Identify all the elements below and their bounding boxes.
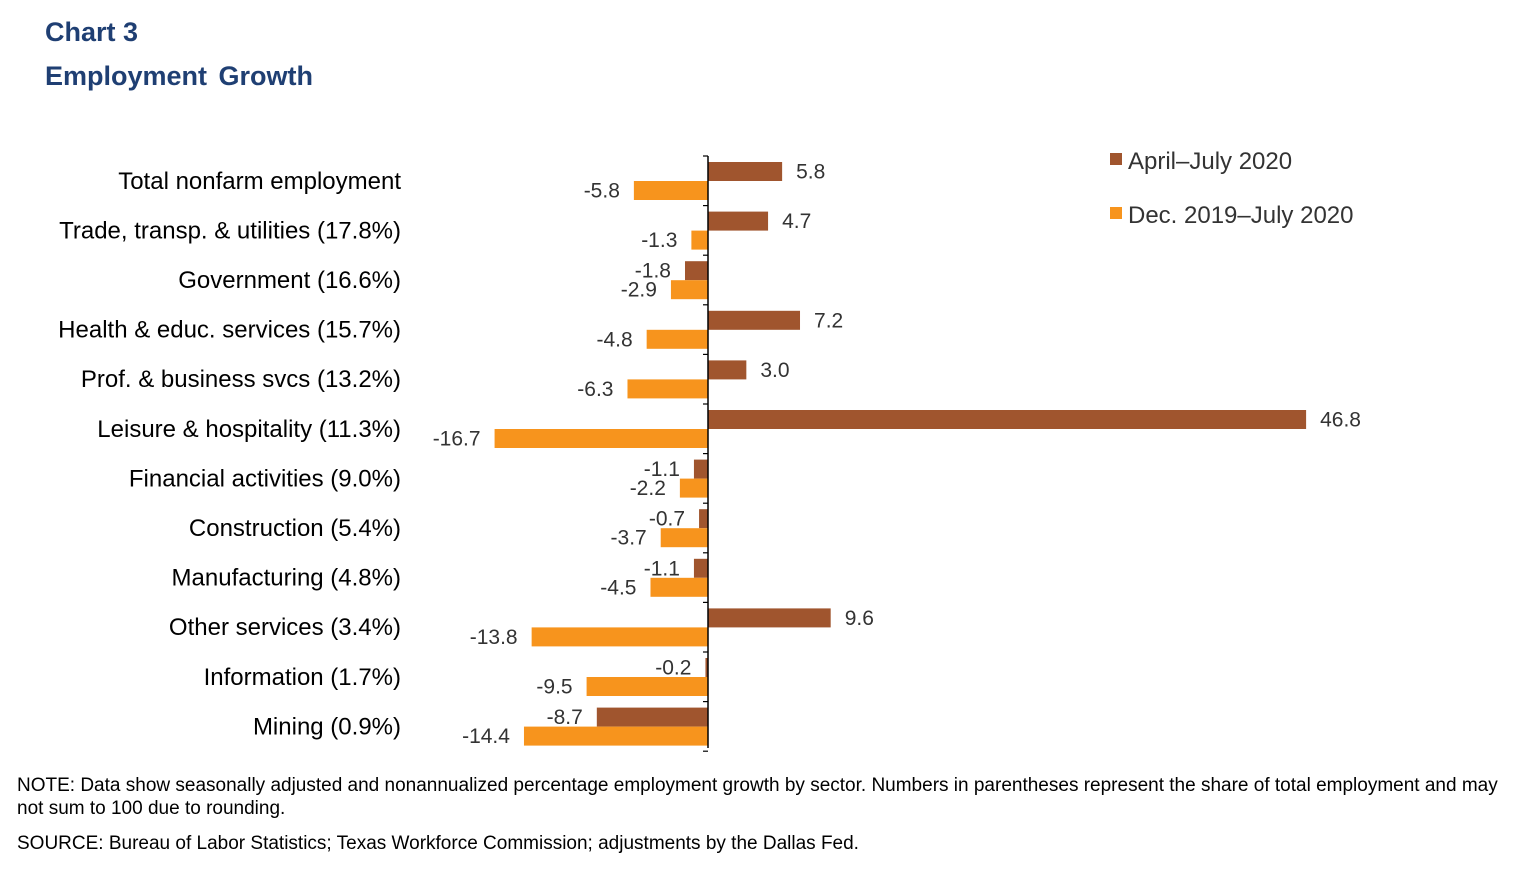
bar xyxy=(523,726,708,746)
category-label: Total nonfarm employment xyxy=(118,168,401,195)
data-label: -16.7 xyxy=(433,428,481,451)
bar xyxy=(699,509,708,529)
category-label: Information (1.7%) xyxy=(204,664,401,691)
category-label: Other services (3.4%) xyxy=(169,614,401,641)
bar xyxy=(708,162,783,181)
data-label: 9.6 xyxy=(845,607,874,630)
data-label: -3.7 xyxy=(611,527,647,550)
bar xyxy=(660,528,708,548)
bar xyxy=(708,360,747,380)
data-label: -5.8 xyxy=(584,180,620,203)
data-label: 3.0 xyxy=(760,359,789,382)
bar xyxy=(708,410,1307,429)
data-label: -4.5 xyxy=(600,576,636,599)
category-label: Health & educ. services (15.7%) xyxy=(58,317,401,344)
bar xyxy=(586,677,708,696)
legend-label: April–July 2020 xyxy=(1128,148,1292,175)
bar xyxy=(627,379,708,399)
data-label: 46.8 xyxy=(1320,409,1361,432)
data-label: -13.8 xyxy=(470,626,518,649)
bar xyxy=(693,459,708,479)
bar xyxy=(650,577,708,597)
bar xyxy=(633,181,708,200)
data-label: -0.2 xyxy=(655,657,691,680)
data-label: -1.1 xyxy=(644,458,680,481)
bar xyxy=(646,329,708,349)
data-label: -1.3 xyxy=(641,229,677,252)
data-label: 5.8 xyxy=(796,161,825,184)
data-label: 7.2 xyxy=(814,309,843,332)
bar xyxy=(708,211,769,231)
bar xyxy=(531,627,708,647)
bar xyxy=(708,608,831,628)
category-label: Prof. & business svcs (13.2%) xyxy=(81,366,401,393)
category-label: Manufacturing (4.8%) xyxy=(172,565,401,592)
bar xyxy=(691,230,708,250)
category-label: Mining (0.9%) xyxy=(253,713,401,740)
category-label: Construction (5.4%) xyxy=(189,515,401,542)
data-label: -4.8 xyxy=(596,328,632,351)
category-label: Trade, transp. & utilities (17.8%) xyxy=(59,217,401,244)
data-label: -9.5 xyxy=(536,676,572,699)
chart-label: Chart 3 xyxy=(45,17,139,47)
legend-swatch xyxy=(1110,207,1122,219)
bar xyxy=(684,261,708,281)
bar-chart: Total nonfarm employment Trade, transp. &… xyxy=(58,148,1361,752)
data-label: -8.7 xyxy=(547,706,583,729)
legend-swatch xyxy=(1110,153,1122,165)
data-label: -14.4 xyxy=(462,725,510,748)
category-label: Leisure & hospitality (11.3%) xyxy=(97,416,401,443)
data-label: -1.1 xyxy=(644,557,680,580)
chart-title: Employment Growth xyxy=(45,61,314,91)
data-label: -0.7 xyxy=(649,508,685,531)
data-label: -1.8 xyxy=(635,260,671,283)
bar xyxy=(596,707,708,727)
data-label: -6.3 xyxy=(577,378,613,401)
category-label: Financial activities (9.0%) xyxy=(129,465,401,492)
bar xyxy=(494,429,708,448)
bar xyxy=(705,658,708,677)
bar xyxy=(679,478,708,498)
data-label: -2.2 xyxy=(630,477,666,500)
category-label: Government (16.6%) xyxy=(178,267,401,294)
bar xyxy=(708,310,801,330)
legend-label: Dec. 2019–July 2020 xyxy=(1128,202,1354,229)
bar xyxy=(670,280,708,300)
data-label: 4.7 xyxy=(782,210,811,233)
bar xyxy=(693,558,708,578)
data-label: -2.9 xyxy=(621,279,657,302)
note-text: NOTE: Data show seasonally adjusted and … xyxy=(17,775,1498,819)
source-text: SOURCE: Bureau of Labor Statistics; Texa… xyxy=(17,833,859,854)
